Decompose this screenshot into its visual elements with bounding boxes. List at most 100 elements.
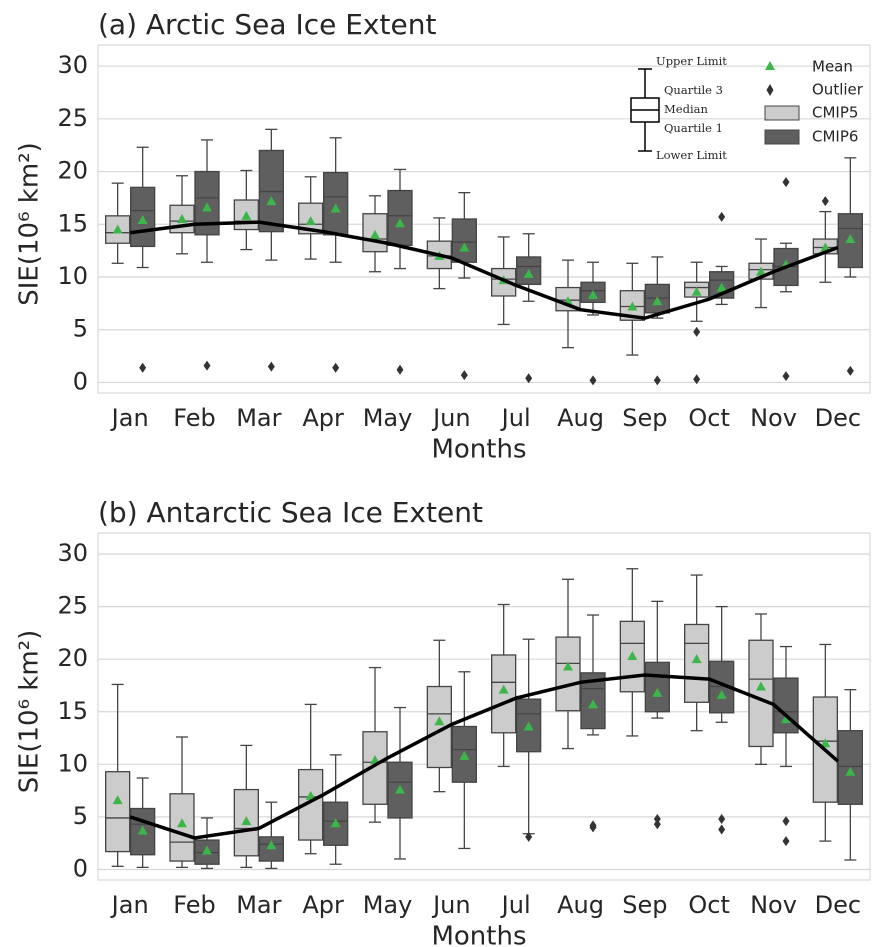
x-tick-label: Aug [557,891,604,919]
box [812,643,838,842]
y-tick-label: 20 [57,644,88,672]
box-body [491,654,517,734]
y-tick-label: 30 [57,539,88,567]
mean-marker [523,268,534,278]
box [709,605,735,835]
outlier [718,814,726,825]
box [837,689,863,861]
mean-marker [820,738,831,748]
box [491,603,517,768]
mean-marker [305,216,316,226]
x-tick-label: May [363,404,413,432]
outlier [332,362,340,373]
box-body [684,623,710,703]
mean-marker [756,266,766,276]
mean-marker [652,296,663,306]
key-label: Median [664,102,708,116]
x-tick-label: Sep [622,404,667,432]
key-label: Quartile 3 [664,83,723,97]
box [233,744,259,869]
mean-marker [330,818,341,828]
box [169,736,195,869]
mean-marker [305,790,316,800]
box [323,137,349,373]
box [773,645,799,847]
chart-title: (b) Antarctic Sea Ice Extent [98,496,483,529]
y-tick-label: 20 [57,157,88,185]
box [130,146,156,373]
outlier [718,211,726,222]
outlier [139,362,147,373]
box [258,128,284,372]
mean-marker [177,818,187,828]
box [516,638,542,842]
legend-label: CMIP6 [812,128,858,146]
outlier [693,374,701,385]
outlier [821,196,829,207]
x-tick-label: Jan [110,404,149,432]
x-tick-label: Dec [815,404,861,432]
y-tick-label: 5 [73,315,88,343]
observed-line [129,220,839,320]
mean-marker [459,750,470,760]
x-tick-label: Oct [688,891,730,919]
box-body [387,189,413,247]
box [258,801,284,870]
x-tick-label: Apr [302,404,344,432]
box [105,182,131,264]
box-body [451,218,477,263]
x-tick-label: Jul [500,891,531,919]
y-axis-label: SIE(10⁶ km²) [15,630,45,793]
box [644,256,670,386]
box-body [516,256,542,286]
box [748,238,774,309]
mean-marker [241,210,252,220]
outlier [846,365,854,376]
box-body [169,793,195,862]
mean-marker [716,689,727,699]
y-tick-label: 15 [57,697,88,725]
x-tick-label: Aug [557,404,604,432]
x-tick-label: Jun [431,891,471,919]
plot-area [97,532,871,881]
x-tick-label: Apr [302,891,344,919]
outlier [653,819,661,830]
legend-label: Outlier [812,81,864,99]
mean-marker [266,840,277,850]
mean-marker [112,224,123,234]
box [387,706,413,860]
chart-title: (a) Arctic Sea Ice Extent [98,8,436,41]
x-tick-label: Jan [110,891,149,919]
x-tick-label: Dec [815,891,861,919]
mean-marker [137,215,148,225]
outlier [653,814,661,825]
y-tick-label: 15 [57,209,88,237]
box-body [105,771,131,853]
mean-marker [820,242,831,252]
x-tick-label: Mar [236,891,281,919]
outlier [525,373,533,384]
outlier [525,831,533,842]
box-body [812,696,838,803]
box [684,574,710,732]
box [451,671,477,850]
x-tick-label: Oct [688,404,730,432]
mean-marker [137,825,148,835]
mean-marker [498,684,509,694]
mean-marker [266,196,277,206]
box [362,195,388,273]
y-tick-label: 5 [73,802,88,830]
box-body [748,639,774,748]
y-tick-label: 0 [73,367,88,395]
box [709,211,735,306]
observed-line [129,673,839,840]
box-key: Upper Limit Quartile 3 Median Quartile 1 Low… [630,54,727,162]
box [516,233,542,384]
box-body [323,801,349,846]
box [837,157,863,376]
box [619,568,645,737]
legend-mean-marker [765,61,775,70]
y-tick-label: 25 [57,592,88,620]
x-axis-label: Months [431,435,526,465]
outlier [782,371,790,382]
